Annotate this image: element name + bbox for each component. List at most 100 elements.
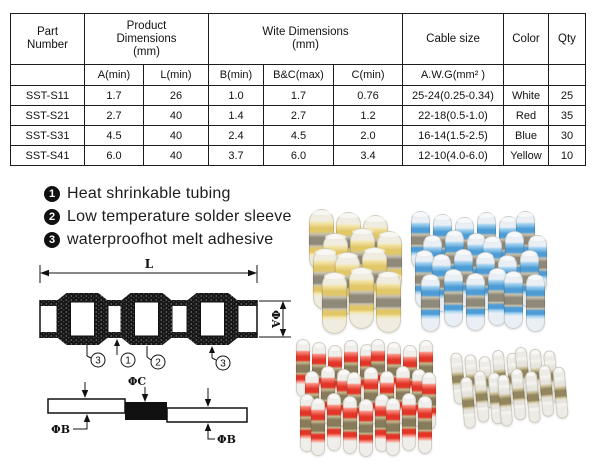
connector-rim xyxy=(306,371,317,378)
connector xyxy=(483,236,502,295)
connector xyxy=(326,392,341,451)
subheader-awg: A.W.G(mm² ) xyxy=(402,64,504,86)
dim-label-phi-B-right: ΦB xyxy=(217,433,236,446)
connector-rim xyxy=(302,395,313,402)
connector-rim xyxy=(461,377,471,384)
connector-rim xyxy=(312,398,323,405)
header-wire-dimensions: Wite Dimensions (mm) xyxy=(208,13,403,65)
table-group-header-row: Part Number Product Dimensions (mm) Wite… xyxy=(10,13,586,65)
header-part-number: Part Number xyxy=(10,13,85,65)
callout-number: 2 xyxy=(155,358,161,369)
connector-rim xyxy=(485,237,500,244)
connector xyxy=(401,392,416,451)
connector-rim xyxy=(324,233,346,240)
connector-rim xyxy=(522,251,538,258)
connector-rim xyxy=(398,366,408,373)
connector xyxy=(473,369,490,423)
cell-l-min: 26 xyxy=(143,85,209,106)
connector xyxy=(499,215,519,274)
connector-rim xyxy=(489,373,499,380)
callout-2: 2 xyxy=(146,346,166,370)
connector-rim xyxy=(457,218,472,225)
connector xyxy=(310,397,325,456)
dim-label-L: L xyxy=(145,257,154,271)
cell-l-min: 40 xyxy=(143,125,209,146)
cell-qty: 30 xyxy=(548,125,586,146)
subheader-empty xyxy=(10,64,85,86)
cell-qty: 10 xyxy=(548,145,586,166)
connector-rim xyxy=(530,349,540,356)
connector xyxy=(487,267,507,326)
connector-rim xyxy=(377,271,399,278)
connector xyxy=(443,269,463,328)
cell-part-number: SST-S21 xyxy=(10,105,85,126)
connector xyxy=(476,252,495,310)
connector xyxy=(379,370,394,429)
cell-a-min: 1.7 xyxy=(84,85,144,106)
connector xyxy=(363,215,388,278)
connector xyxy=(311,342,326,400)
table-row: SST-S21 2.7 40 1.4 2.7 1.2 22-18(0.5-1.0… xyxy=(10,105,586,126)
connector xyxy=(528,348,545,402)
connector-rim xyxy=(403,393,414,400)
connector xyxy=(347,372,362,431)
connector xyxy=(455,217,474,276)
header-cable-size: Cable size xyxy=(402,13,504,65)
solder-sleeve-center xyxy=(125,402,167,420)
connector xyxy=(377,231,403,293)
connector xyxy=(359,399,374,458)
subheader-bc-max: B&C(max) xyxy=(263,64,334,86)
cell-part-number: SST-S31 xyxy=(10,125,85,146)
connector-rim xyxy=(365,216,386,223)
connector-rim xyxy=(475,371,485,378)
cell-part-number: SST-S11 xyxy=(10,85,85,106)
connector-rim xyxy=(478,253,493,260)
dim-label-phi-A: ΦA xyxy=(269,310,282,329)
connector xyxy=(422,234,442,293)
connector-rim xyxy=(365,368,376,375)
legend-item: 2 Low temperature solder sleeve xyxy=(44,208,292,226)
cell-color: Blue xyxy=(503,125,549,146)
connector-rim xyxy=(512,369,521,376)
connector-rim xyxy=(479,213,495,220)
connector-rim xyxy=(468,234,484,241)
connector-rim xyxy=(351,228,373,236)
connector xyxy=(415,250,435,309)
legend-item: 1 Heat shrinkable tubing xyxy=(44,185,292,203)
connector xyxy=(421,274,441,333)
connector-rim xyxy=(445,270,461,277)
callout-number: 1 xyxy=(125,356,131,367)
connector-rim xyxy=(420,397,430,404)
connector xyxy=(477,212,497,271)
cell-a-min: 2.7 xyxy=(84,105,144,126)
connector-rim xyxy=(507,232,523,239)
connector xyxy=(321,272,347,335)
dimension-phi-A: ΦA xyxy=(259,300,291,338)
connector-rim xyxy=(322,366,333,373)
cell-bc-max: 1.7 xyxy=(263,85,334,106)
subheader-a-min: A(min) xyxy=(84,64,144,86)
connector-rim xyxy=(328,393,339,400)
connector-rim xyxy=(528,275,544,282)
connector xyxy=(360,343,375,402)
connector xyxy=(463,353,481,407)
connector xyxy=(334,251,360,314)
cell-l-min: 40 xyxy=(143,105,209,126)
cell-color: White xyxy=(503,85,549,106)
technical-diagram: L xyxy=(39,257,291,446)
connector xyxy=(465,272,485,331)
connector-rim xyxy=(372,339,383,346)
connector xyxy=(375,270,401,333)
legend-number-badge: 1 xyxy=(44,186,60,202)
connector-rim xyxy=(346,341,357,348)
subheader-l-min: L(min) xyxy=(143,64,209,86)
connector xyxy=(526,274,546,333)
connector-rim xyxy=(506,272,521,279)
connector-rim xyxy=(451,353,460,360)
cell-color: Red xyxy=(503,105,549,126)
connector xyxy=(385,397,400,456)
dimension-L: L xyxy=(39,257,258,283)
connector-rim xyxy=(526,371,535,378)
legend-item: 3 waterproofhot melt adhesive xyxy=(44,231,292,249)
connector xyxy=(466,233,486,291)
